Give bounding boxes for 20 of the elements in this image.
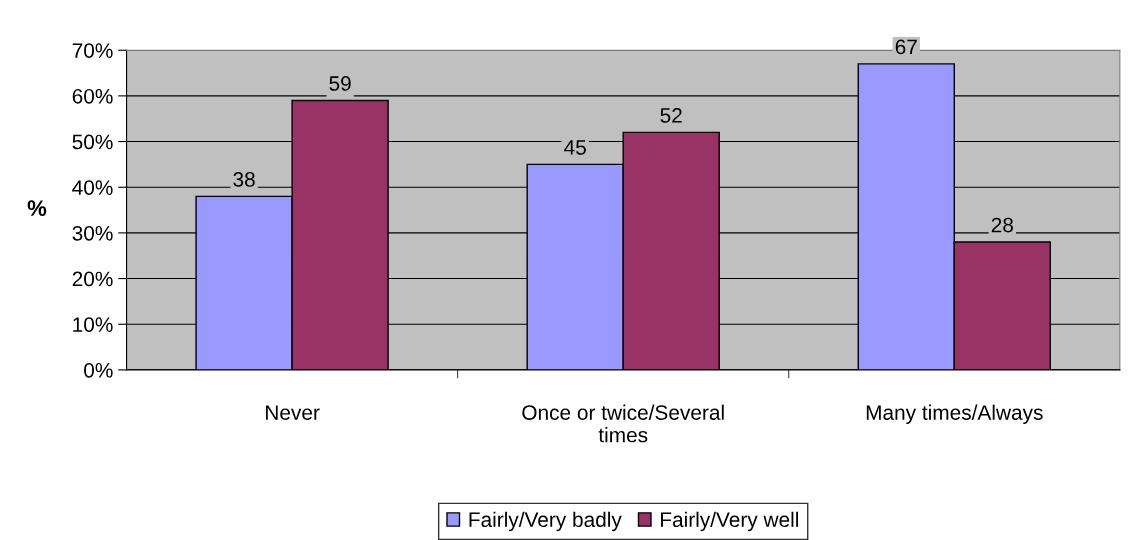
y-tick-label: 40% xyxy=(72,180,113,195)
y-tick-label: 0% xyxy=(84,362,113,378)
y-tick-label: 60% xyxy=(72,88,113,104)
data-label: 52 xyxy=(660,108,682,123)
y-tick-label: 50% xyxy=(72,134,113,150)
y-tick-label: 20% xyxy=(72,271,113,287)
legend-label: Fairly/Very badly xyxy=(469,511,622,532)
y-axis-title: % xyxy=(27,200,47,216)
x-tick-label: Once or twice/Several times xyxy=(522,404,724,443)
data-label: 45 xyxy=(564,140,586,155)
data-label: 67 xyxy=(895,39,917,55)
data-label: 38 xyxy=(233,172,255,187)
x-tick-label: Never xyxy=(266,405,320,420)
y-tick-label: 70% xyxy=(72,43,113,58)
y-tick-label: 10% xyxy=(73,317,113,332)
data-label: 28 xyxy=(991,217,1013,233)
data-label: 59 xyxy=(329,76,351,91)
x-tick-label: Many times/Always xyxy=(866,404,1043,425)
y-tick-label: 30% xyxy=(72,225,113,241)
legend-label: Fairly/Very well xyxy=(661,511,798,532)
